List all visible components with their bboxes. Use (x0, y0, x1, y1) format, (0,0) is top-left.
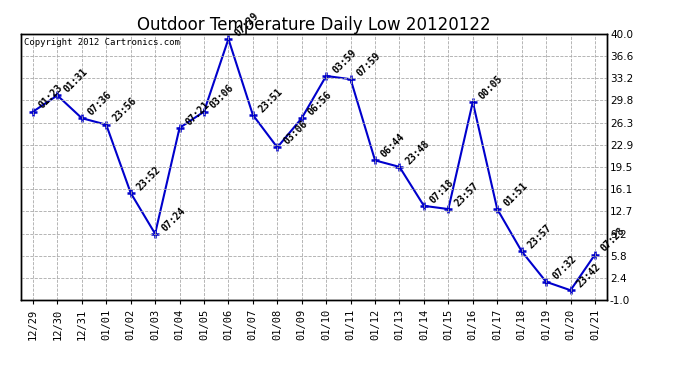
Text: Copyright 2012 Cartronics.com: Copyright 2012 Cartronics.com (23, 38, 179, 47)
Text: 06:44: 06:44 (380, 132, 407, 160)
Text: 03:06: 03:06 (208, 83, 236, 111)
Text: 01:23: 01:23 (37, 83, 65, 111)
Text: 06:56: 06:56 (306, 90, 334, 117)
Text: 07:29: 07:29 (233, 10, 260, 38)
Text: 07:32: 07:32 (550, 253, 578, 281)
Text: 07:36: 07:36 (86, 90, 114, 117)
Text: 23:42: 23:42 (575, 262, 602, 290)
Text: 23:57: 23:57 (453, 180, 480, 208)
Text: 07:59: 07:59 (355, 51, 383, 78)
Text: 07:28: 07:28 (599, 226, 627, 254)
Text: 00:05: 00:05 (477, 74, 505, 101)
Text: 01:51: 01:51 (502, 180, 529, 208)
Text: 23:51: 23:51 (257, 86, 285, 114)
Text: 23:52: 23:52 (135, 164, 163, 192)
Text: 23:56: 23:56 (110, 96, 138, 124)
Text: 03:06: 03:06 (282, 119, 309, 147)
Text: 07:18: 07:18 (428, 177, 456, 205)
Text: 23:57: 23:57 (526, 223, 553, 251)
Text: 01:31: 01:31 (61, 67, 90, 94)
Text: 07:21: 07:21 (184, 99, 212, 127)
Text: 03:59: 03:59 (331, 47, 358, 75)
Title: Outdoor Temperature Daily Low 20120122: Outdoor Temperature Daily Low 20120122 (137, 16, 491, 34)
Text: 23:48: 23:48 (404, 138, 431, 166)
Text: 07:24: 07:24 (159, 205, 187, 233)
